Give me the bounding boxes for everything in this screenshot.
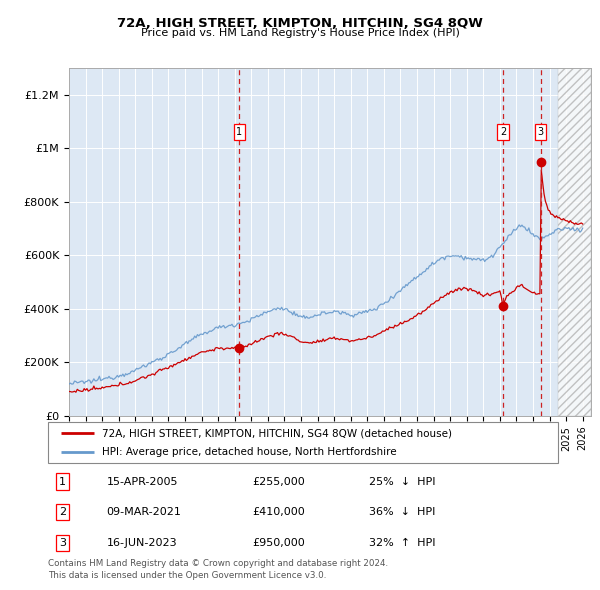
Text: 15-APR-2005: 15-APR-2005 xyxy=(107,477,178,487)
Text: 72A, HIGH STREET, KIMPTON, HITCHIN, SG4 8QW (detached house): 72A, HIGH STREET, KIMPTON, HITCHIN, SG4 … xyxy=(101,428,452,438)
Text: 36%  ↓  HPI: 36% ↓ HPI xyxy=(370,507,436,517)
Text: 32%  ↑  HPI: 32% ↑ HPI xyxy=(370,538,436,548)
Text: 1: 1 xyxy=(236,127,242,137)
Text: This data is licensed under the Open Government Licence v3.0.: This data is licensed under the Open Gov… xyxy=(48,571,326,580)
Text: 09-MAR-2021: 09-MAR-2021 xyxy=(107,507,182,517)
Text: 25%  ↓  HPI: 25% ↓ HPI xyxy=(370,477,436,487)
FancyBboxPatch shape xyxy=(48,422,558,463)
Text: 72A, HIGH STREET, KIMPTON, HITCHIN, SG4 8QW: 72A, HIGH STREET, KIMPTON, HITCHIN, SG4 … xyxy=(117,17,483,30)
Text: Price paid vs. HM Land Registry's House Price Index (HPI): Price paid vs. HM Land Registry's House … xyxy=(140,28,460,38)
Text: Contains HM Land Registry data © Crown copyright and database right 2024.: Contains HM Land Registry data © Crown c… xyxy=(48,559,388,568)
Text: 3: 3 xyxy=(538,127,544,137)
Text: 1: 1 xyxy=(59,477,66,487)
Text: HPI: Average price, detached house, North Hertfordshire: HPI: Average price, detached house, Nort… xyxy=(101,447,396,457)
Bar xyxy=(558,68,591,416)
Text: £950,000: £950,000 xyxy=(252,538,305,548)
Text: £410,000: £410,000 xyxy=(252,507,305,517)
Text: 2: 2 xyxy=(500,127,506,137)
Text: 3: 3 xyxy=(59,538,66,548)
Text: 16-JUN-2023: 16-JUN-2023 xyxy=(107,538,177,548)
Text: 2: 2 xyxy=(59,507,66,517)
Bar xyxy=(558,68,591,416)
Text: £255,000: £255,000 xyxy=(252,477,305,487)
